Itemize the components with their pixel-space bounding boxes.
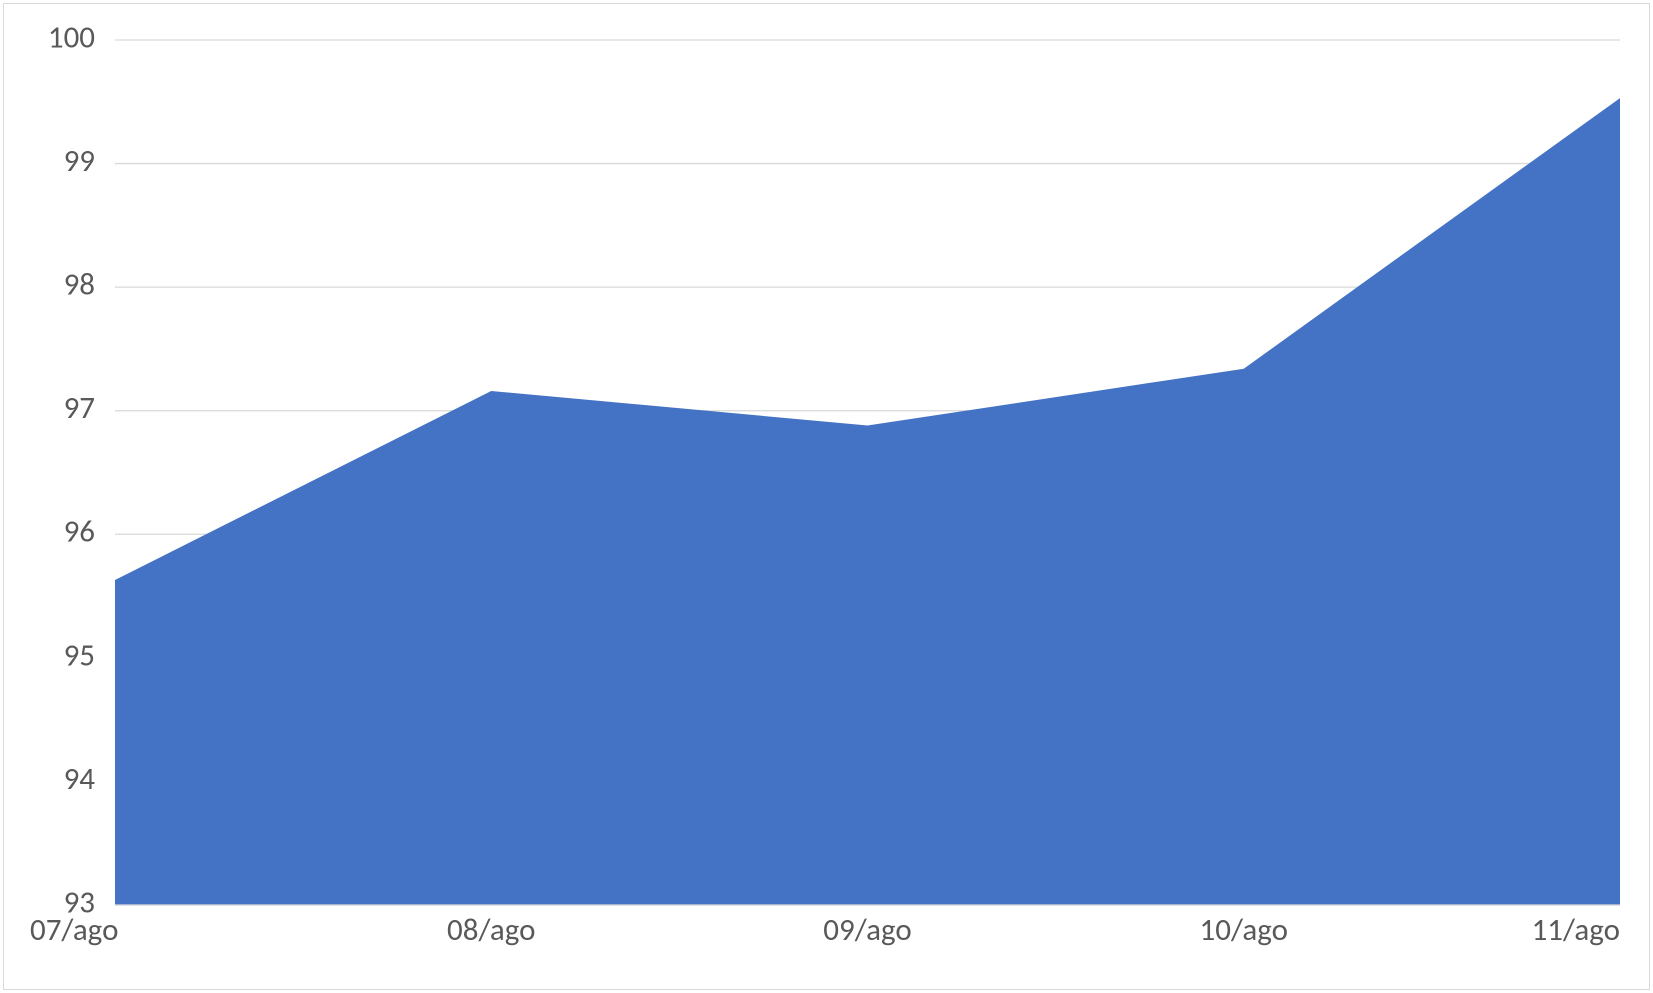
chart-svg: 9394959697989910007/ago08/ago09/ago10/ag… (0, 0, 1653, 993)
area-chart: 9394959697989910007/ago08/ago09/ago10/ag… (0, 0, 1653, 993)
y-tick-label: 98 (64, 266, 95, 304)
y-tick-label: 94 (64, 760, 96, 798)
y-tick-label: 95 (64, 636, 95, 674)
x-tick-label: 10/ago (1200, 911, 1288, 949)
x-tick-label: 07/ago (30, 911, 118, 949)
y-tick-label: 97 (64, 389, 95, 427)
x-tick-label: 11/ago (1532, 911, 1620, 949)
x-tick-label: 08/ago (447, 911, 535, 949)
y-tick-label: 96 (64, 513, 95, 551)
y-tick-label: 100 (48, 18, 95, 56)
x-tick-label: 09/ago (823, 911, 911, 949)
y-tick-label: 99 (64, 142, 95, 180)
